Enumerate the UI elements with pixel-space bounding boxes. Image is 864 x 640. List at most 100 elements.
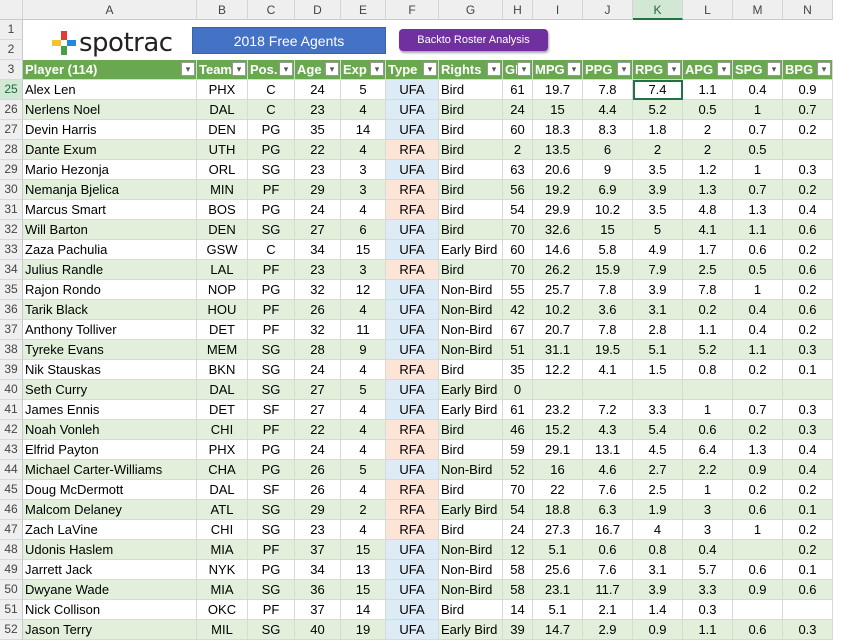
cell-h[interactable]: 58: [503, 580, 533, 600]
cell-j[interactable]: 7.6: [583, 560, 633, 580]
filter-dropdown-icon[interactable]: ▾: [487, 62, 501, 76]
cell-i[interactable]: 10.2: [533, 300, 583, 320]
cell-g[interactable]: Early Bird: [439, 620, 503, 640]
column-header-g[interactable]: G: [439, 0, 503, 20]
cell-j[interactable]: 0.6: [583, 540, 633, 560]
cell-d[interactable]: 27: [295, 400, 341, 420]
cell-m[interactable]: 0.5: [733, 260, 783, 280]
cell-e[interactable]: 4: [341, 420, 386, 440]
cell-f[interactable]: UFA: [386, 600, 439, 620]
row-number[interactable]: 34: [0, 260, 23, 280]
cell-h[interactable]: 63: [503, 160, 533, 180]
cell-c[interactable]: PF: [248, 180, 295, 200]
cell-d[interactable]: 26: [295, 300, 341, 320]
cell-g[interactable]: Bird: [439, 600, 503, 620]
cell-e[interactable]: 4: [341, 200, 386, 220]
cell-c[interactable]: PG: [248, 200, 295, 220]
cell-c[interactable]: SG: [248, 340, 295, 360]
cell-f[interactable]: RFA: [386, 140, 439, 160]
cell-i[interactable]: 13.5: [533, 140, 583, 160]
cell-l[interactable]: 1.1: [683, 620, 733, 640]
row-number[interactable]: 44: [0, 460, 23, 480]
cell-f[interactable]: RFA: [386, 420, 439, 440]
cell-d[interactable]: 37: [295, 600, 341, 620]
cell-m[interactable]: 1.3: [733, 440, 783, 460]
cell-b[interactable]: DEN: [197, 120, 248, 140]
cell-c[interactable]: SG: [248, 500, 295, 520]
cell-l[interactable]: 1: [683, 480, 733, 500]
cell-h[interactable]: 67: [503, 320, 533, 340]
cell-b[interactable]: HOU: [197, 300, 248, 320]
cell-m[interactable]: 1: [733, 280, 783, 300]
cell-k[interactable]: 5.2: [633, 100, 683, 120]
filter-dropdown-icon[interactable]: ▾: [232, 62, 246, 76]
cell-b[interactable]: DAL: [197, 480, 248, 500]
cell-m[interactable]: 0.6: [733, 560, 783, 580]
cell-j[interactable]: [583, 380, 633, 400]
cell-j[interactable]: 10.2: [583, 200, 633, 220]
cell-j[interactable]: 13.1: [583, 440, 633, 460]
cell-j[interactable]: 9: [583, 160, 633, 180]
cell-n[interactable]: 0.2: [783, 180, 833, 200]
cell-b[interactable]: NOP: [197, 280, 248, 300]
cell-h[interactable]: 60: [503, 240, 533, 260]
cell-l[interactable]: 7.8: [683, 280, 733, 300]
cell-j[interactable]: 7.8: [583, 80, 633, 100]
cell-k[interactable]: 3.3: [633, 400, 683, 420]
cell-f[interactable]: RFA: [386, 480, 439, 500]
cell-f[interactable]: UFA: [386, 400, 439, 420]
cell-i[interactable]: 25.6: [533, 560, 583, 580]
cell-i[interactable]: 16: [533, 460, 583, 480]
cell-e[interactable]: 3: [341, 260, 386, 280]
cell-l[interactable]: 6.4: [683, 440, 733, 460]
cell-a[interactable]: Malcom Delaney: [23, 500, 197, 520]
cell-a[interactable]: Michael Carter-Williams: [23, 460, 197, 480]
cell-k[interactable]: 5.1: [633, 340, 683, 360]
cell-g[interactable]: Bird: [439, 160, 503, 180]
cell-n[interactable]: 0.2: [783, 280, 833, 300]
cell-m[interactable]: 0.2: [733, 420, 783, 440]
cell-h[interactable]: 52: [503, 460, 533, 480]
cell-n[interactable]: 0.3: [783, 160, 833, 180]
cell-n[interactable]: 0.4: [783, 460, 833, 480]
cell-f[interactable]: UFA: [386, 280, 439, 300]
cell-g[interactable]: Bird: [439, 180, 503, 200]
cell-b[interactable]: DAL: [197, 380, 248, 400]
cell-j[interactable]: 5.8: [583, 240, 633, 260]
cell-f[interactable]: UFA: [386, 120, 439, 140]
row-number[interactable]: 45: [0, 480, 23, 500]
cell-h[interactable]: 58: [503, 560, 533, 580]
cell-n[interactable]: 0.1: [783, 500, 833, 520]
column-header-a[interactable]: A: [23, 0, 197, 20]
cell-e[interactable]: 11: [341, 320, 386, 340]
cell-l[interactable]: 1.2: [683, 160, 733, 180]
filter-dropdown-icon[interactable]: ▾: [817, 62, 831, 76]
cell-h[interactable]: 54: [503, 500, 533, 520]
cell-f[interactable]: UFA: [386, 540, 439, 560]
cell-e[interactable]: 12: [341, 280, 386, 300]
cell-a[interactable]: Tarik Black: [23, 300, 197, 320]
cell-m[interactable]: 0.6: [733, 500, 783, 520]
cell-a[interactable]: Tyreke Evans: [23, 340, 197, 360]
cell-n[interactable]: 0.6: [783, 580, 833, 600]
cell-k[interactable]: 4: [633, 520, 683, 540]
cell-b[interactable]: PHX: [197, 440, 248, 460]
cell-j[interactable]: 7.8: [583, 280, 633, 300]
row-number[interactable]: 25: [0, 80, 23, 100]
cell-j[interactable]: 8.3: [583, 120, 633, 140]
cell-i[interactable]: 22: [533, 480, 583, 500]
cell-j[interactable]: 19.5: [583, 340, 633, 360]
cell-f[interactable]: RFA: [386, 520, 439, 540]
cell-i[interactable]: 15.2: [533, 420, 583, 440]
cell-a[interactable]: Nerlens Noel: [23, 100, 197, 120]
cell-a[interactable]: Seth Curry: [23, 380, 197, 400]
cell-e[interactable]: 4: [341, 480, 386, 500]
cell-e[interactable]: 19: [341, 620, 386, 640]
cell-j[interactable]: 15: [583, 220, 633, 240]
row-number[interactable]: 29: [0, 160, 23, 180]
cell-i[interactable]: 5.1: [533, 600, 583, 620]
cell-e[interactable]: 3: [341, 180, 386, 200]
cell-l[interactable]: 2.5: [683, 260, 733, 280]
cell-d[interactable]: 32: [295, 280, 341, 300]
cell-m[interactable]: 0.4: [733, 80, 783, 100]
